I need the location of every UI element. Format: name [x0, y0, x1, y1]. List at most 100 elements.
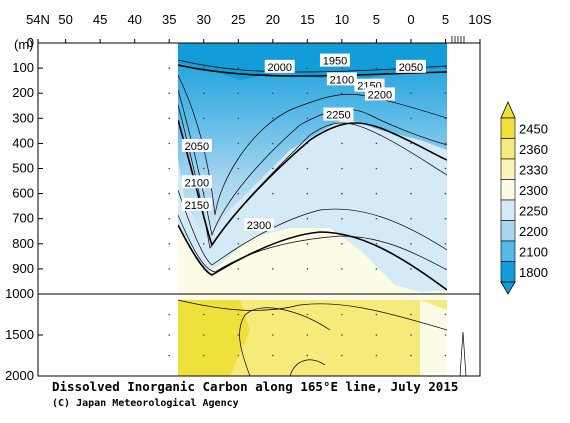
grid-dot — [306, 167, 309, 170]
grid-dot — [341, 243, 343, 245]
colorbar-swatch — [500, 240, 516, 262]
y-tick-label: 200 — [12, 85, 34, 100]
y-tick-label: 400 — [12, 135, 34, 150]
grid-dot — [444, 142, 447, 145]
colorbar-label: 2200 — [519, 224, 548, 239]
x-axis-labels: 54N 50 45 40 35 30 25 20 15 10 5 0 5 10S — [26, 12, 492, 27]
colorbar-label: 2100 — [519, 244, 548, 259]
grid-dot — [410, 117, 412, 120]
grid-dot — [306, 92, 309, 94]
grid-dot — [237, 354, 240, 357]
x-tick-label: 30 — [197, 12, 211, 27]
grid-dot — [410, 313, 412, 316]
grid-dot — [444, 117, 447, 120]
grid-dot — [444, 67, 447, 69]
contour-label: 2250 — [326, 110, 350, 122]
grid-dot — [272, 243, 274, 245]
grid-dot — [341, 313, 343, 316]
grid-dot — [272, 334, 274, 336]
grid-dot — [410, 354, 412, 357]
grid-dot — [202, 117, 205, 120]
x-tick-label: 15 — [300, 12, 314, 27]
grid-dot — [341, 142, 343, 145]
grid-dot — [237, 142, 240, 145]
y-tick-label: 800 — [12, 236, 34, 251]
colorbar-label: 2330 — [519, 162, 548, 177]
y-tick-label: 1000 — [5, 286, 34, 301]
y-tick-label: 300 — [12, 110, 34, 125]
grid-dot — [306, 67, 309, 69]
grid-dot — [306, 268, 309, 270]
contour-label-bg — [364, 87, 395, 101]
contour-label-bg — [319, 53, 350, 67]
grid-dot — [375, 354, 378, 357]
grid-dot — [202, 268, 205, 270]
x-tick-label: 50 — [58, 12, 72, 27]
x-tick-label: 20 — [266, 12, 280, 27]
grid-dot — [375, 217, 378, 220]
grid-dot — [168, 334, 171, 336]
contour-label: 2200 — [368, 89, 392, 101]
contour-label-bg — [181, 197, 212, 211]
grid-dot — [341, 67, 343, 69]
colorbar-swatch — [500, 220, 516, 242]
x-tick-label: 0 — [407, 12, 414, 27]
y-tick-label: 0 — [27, 35, 34, 50]
grid-dot — [168, 313, 171, 316]
grid-dot — [375, 243, 378, 245]
colorbar-swatch — [500, 117, 516, 139]
grid-dot — [341, 167, 343, 170]
grid-dot — [237, 192, 240, 195]
colorbar: 2450 2360 2330 2300 2250 2200 2100 1800 — [500, 101, 548, 295]
colorbar-swatch — [500, 199, 516, 221]
x-tick-label: 45 — [93, 12, 107, 27]
grid-dot — [341, 217, 343, 220]
contour-label-bg — [326, 72, 357, 86]
grid-dot — [306, 354, 309, 357]
grid-dot — [444, 92, 447, 94]
grid-dot — [375, 268, 378, 270]
y-axis-ticks — [38, 42, 43, 377]
grid-dot — [272, 117, 274, 120]
contour-label: 2100 — [185, 177, 209, 189]
grid-dot — [168, 354, 171, 357]
grid-dot — [444, 167, 447, 170]
chart-credit: (C) Japan Meteorological Agency — [52, 397, 239, 409]
grid-dot — [341, 92, 343, 94]
contour-label-bg — [181, 138, 212, 152]
grid-dot — [306, 142, 309, 145]
grid-dot — [444, 334, 447, 336]
grid-dot — [410, 243, 412, 245]
grid-dot — [272, 92, 274, 94]
grid-dot — [237, 334, 240, 336]
y-tick-label: 500 — [12, 161, 34, 176]
section-field — [178, 43, 447, 376]
grid-dot — [410, 217, 412, 220]
grid-dot — [410, 92, 412, 94]
colorbar-label: 2300 — [519, 183, 548, 198]
grid-dot — [237, 92, 240, 94]
contour-label-bg — [395, 59, 426, 73]
grid-dot — [444, 243, 447, 245]
colorbar-bottom-triangle — [500, 281, 516, 295]
grid-dot — [202, 217, 205, 220]
plot-frame — [37, 42, 481, 377]
colorbar-label: 2450 — [519, 121, 548, 136]
colorbar-label: 2250 — [519, 203, 548, 218]
grid-dot — [410, 142, 412, 145]
grid-dot — [272, 268, 274, 270]
grid-dot — [237, 313, 240, 316]
grid-dot — [410, 192, 412, 195]
x-tick-label: 10S — [468, 12, 491, 27]
y-tick-label: 600 — [12, 186, 34, 201]
x-tick-label: 40 — [127, 12, 141, 27]
grid-dot — [168, 268, 171, 270]
grid-dot — [444, 268, 447, 270]
contour-label-bg — [323, 107, 354, 121]
y-tick-label: 100 — [12, 60, 34, 75]
station-ticks — [451, 36, 465, 43]
grid-dot — [306, 117, 309, 120]
grid-dot — [272, 313, 274, 316]
